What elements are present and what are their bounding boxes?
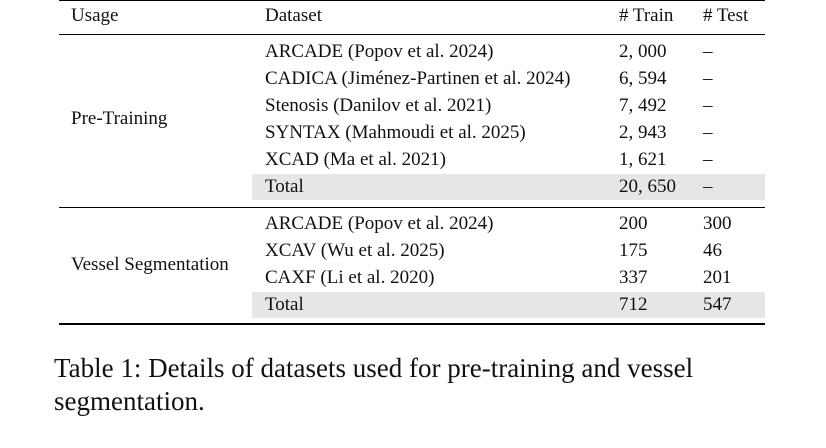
- header-usage: Usage: [71, 5, 119, 26]
- test-cell: 46: [703, 240, 722, 261]
- total-label: Total: [265, 294, 304, 315]
- datasets-table: Usage Dataset # Train # Test Pre-Trainin…: [59, 0, 765, 330]
- train-cell: 2, 943: [619, 122, 667, 143]
- dataset-cell: CADICA (Jiménez-Partinen et al. 2024): [265, 68, 571, 89]
- test-cell: –: [703, 95, 713, 116]
- test-cell: –: [703, 41, 713, 62]
- total-row-background: [252, 174, 765, 200]
- header-dataset: Dataset: [265, 5, 322, 26]
- dataset-cell: ARCADE (Popov et al. 2024): [265, 41, 494, 62]
- dataset-cell: Stenosis (Danilov et al. 2021): [265, 95, 492, 116]
- usage-vessel-segmentation: Vessel Segmentation: [71, 254, 229, 275]
- group-separator-rule: [59, 207, 765, 208]
- total-row-background: [252, 292, 765, 318]
- train-cell: 2, 000: [619, 41, 667, 62]
- usage-pre-training: Pre-Training: [71, 108, 168, 129]
- table-caption: Table 1: Details of datasets used for pr…: [54, 353, 694, 416]
- train-cell: 1, 621: [619, 149, 667, 170]
- total-label: Total: [265, 176, 304, 197]
- test-cell: 201: [703, 267, 732, 288]
- train-cell: 6, 594: [619, 68, 667, 89]
- dataset-cell: ARCADE (Popov et al. 2024): [265, 213, 494, 234]
- train-cell: 7, 492: [619, 95, 667, 116]
- dataset-cell: SYNTAX (Mahmoudi et al. 2025): [265, 122, 526, 143]
- header-test: # Test: [703, 5, 749, 26]
- test-cell: –: [703, 149, 713, 170]
- train-cell: 200: [619, 213, 648, 234]
- dataset-cell: CAXF (Li et al. 2020): [265, 267, 435, 288]
- total-test: 547: [703, 294, 732, 315]
- total-test: –: [703, 176, 713, 197]
- total-train: 20, 650: [619, 176, 676, 197]
- train-cell: 175: [619, 240, 648, 261]
- table-bottom-rule: [59, 323, 765, 325]
- dataset-cell: XCAD (Ma et al. 2021): [265, 149, 446, 170]
- test-cell: 300: [703, 213, 732, 234]
- total-train: 712: [619, 294, 648, 315]
- table-header-rule: [59, 34, 765, 35]
- test-cell: –: [703, 122, 713, 143]
- dataset-cell: XCAV (Wu et al. 2025): [265, 240, 445, 261]
- header-train: # Train: [619, 5, 674, 26]
- test-cell: –: [703, 68, 713, 89]
- train-cell: 337: [619, 267, 648, 288]
- table-top-rule: [59, 0, 765, 1]
